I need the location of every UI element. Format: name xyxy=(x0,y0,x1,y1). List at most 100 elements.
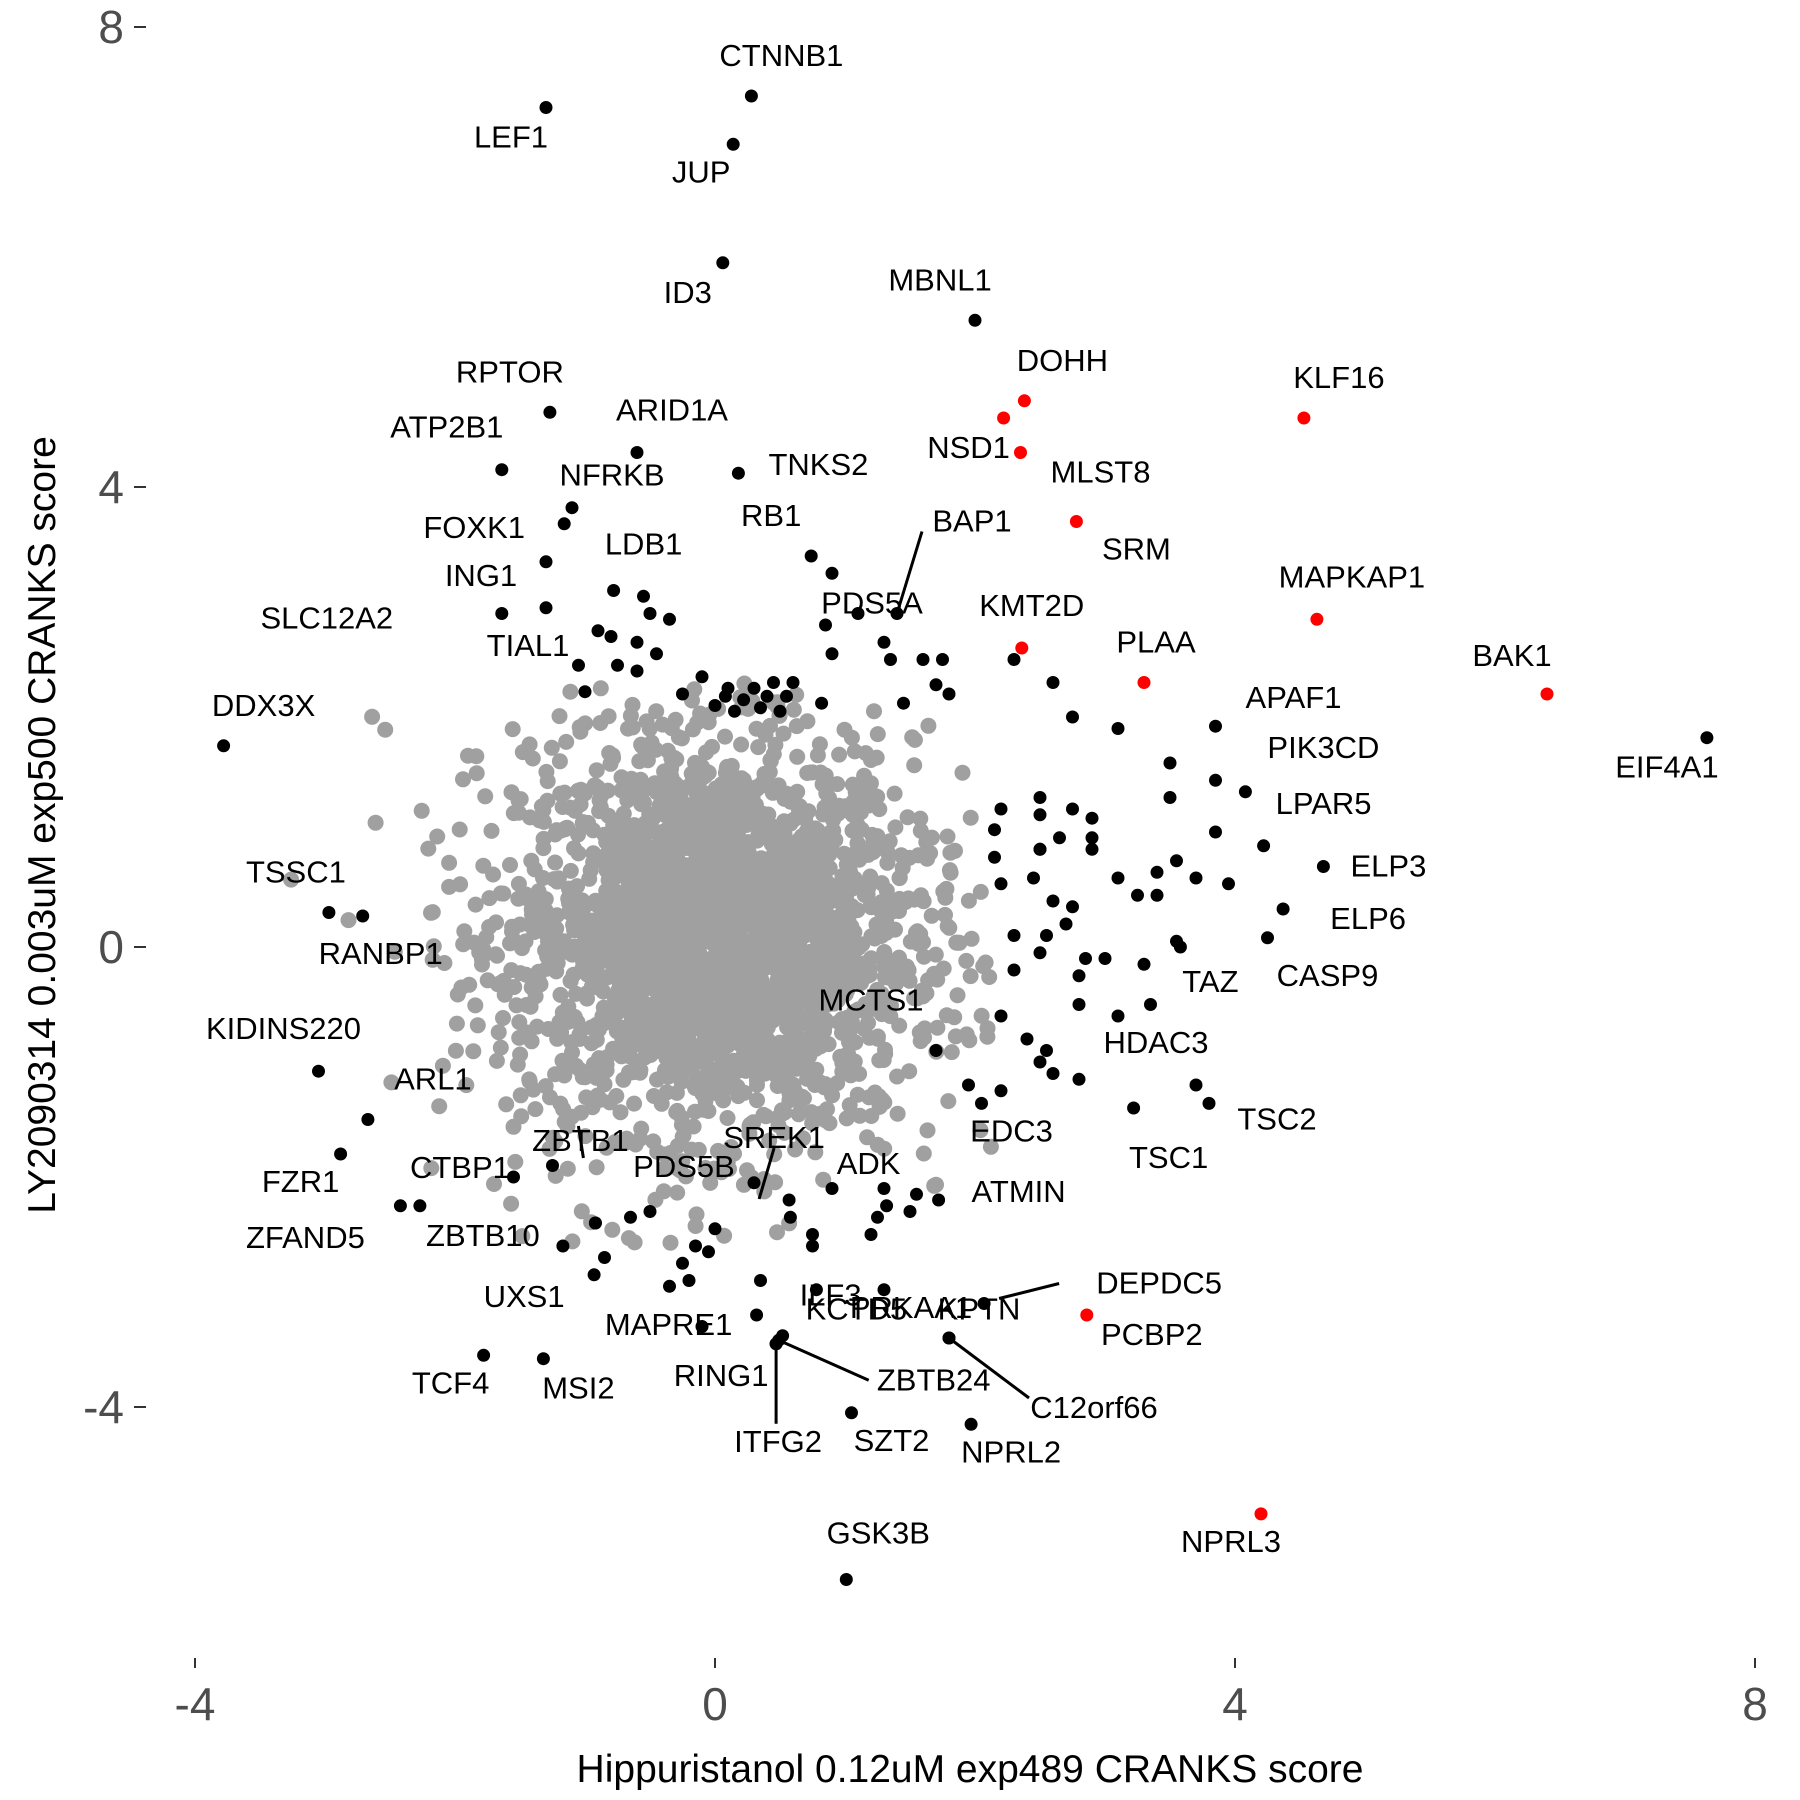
cloud-point xyxy=(709,1085,726,1102)
cloud-point xyxy=(547,854,564,871)
cloud-point xyxy=(640,1003,657,1020)
cloud-point xyxy=(613,782,630,799)
data-point-tial1 xyxy=(539,601,553,615)
data-point-kptn xyxy=(877,1283,891,1297)
data-point xyxy=(786,676,800,689)
leader-line-srek1 xyxy=(757,1147,776,1200)
cloud-point xyxy=(598,1139,615,1156)
data-point-pds5b xyxy=(747,1176,761,1190)
point-label-bak1: BAK1 xyxy=(1472,638,1551,673)
cloud-point xyxy=(602,755,619,772)
data-point xyxy=(650,647,663,661)
data-point-nsd1 xyxy=(997,411,1011,425)
red-points xyxy=(997,394,1554,1521)
cloud-point xyxy=(461,976,478,993)
cloud-point xyxy=(562,683,579,700)
cloud-point xyxy=(887,819,904,836)
cloud-point xyxy=(681,1013,698,1030)
cloud-point xyxy=(876,1140,893,1157)
data-point xyxy=(988,823,1001,837)
cloud-point xyxy=(660,981,676,998)
cloud-point xyxy=(550,870,567,887)
data-point-bap1 xyxy=(890,607,904,620)
point-label-szt2: SZT2 xyxy=(854,1423,930,1458)
cloud-point xyxy=(838,1110,855,1127)
cloud-point xyxy=(715,891,732,908)
cloud-point xyxy=(668,1084,685,1101)
cloud-point xyxy=(699,967,716,984)
cloud-point xyxy=(423,1160,440,1177)
data-point xyxy=(1150,888,1164,902)
cloud-point xyxy=(674,918,691,935)
point-label-mlst8: MLST8 xyxy=(1051,455,1151,490)
data-point xyxy=(815,696,829,710)
data-point xyxy=(1085,842,1099,856)
point-label-depdc5: DEPDC5 xyxy=(1096,1266,1222,1301)
cloud-point xyxy=(704,738,720,755)
data-point-itfg2 xyxy=(769,1337,783,1351)
cloud-point xyxy=(857,745,874,762)
point-labels: CTNNB1 LEF1 JUP ID3 MBNL1 DOHH KLF16 RPTOR ATP2B… xyxy=(206,38,1719,1559)
cloud-point xyxy=(559,1160,576,1177)
data-point-pcbp2 xyxy=(1080,1308,1094,1322)
data-point-mlst8 xyxy=(1014,446,1027,459)
cloud-point xyxy=(700,796,717,813)
cloud-point xyxy=(574,962,591,979)
cloud-point xyxy=(600,1013,617,1030)
data-point-kctd5 xyxy=(809,1283,823,1297)
cloud-point xyxy=(633,1120,650,1137)
cloud-point xyxy=(879,854,896,871)
cloud-point xyxy=(781,1092,798,1109)
cloud-point xyxy=(514,940,530,957)
cloud-point xyxy=(512,916,528,933)
cloud-point xyxy=(514,744,531,761)
cloud-point xyxy=(507,1153,524,1170)
cloud-point xyxy=(624,696,641,713)
data-point-id3 xyxy=(716,256,730,270)
data-point xyxy=(929,678,943,692)
data-point xyxy=(1222,877,1235,891)
data-point xyxy=(598,1251,611,1264)
point-label-kctd5: KCTD5 xyxy=(806,1292,908,1327)
data-point xyxy=(1111,1009,1125,1023)
cloud-point xyxy=(830,975,847,992)
data-point-jup xyxy=(726,137,740,151)
data-point xyxy=(702,1245,715,1259)
cloud-point xyxy=(572,781,589,798)
cloud-point xyxy=(824,1087,841,1104)
cloud-point xyxy=(815,995,832,1012)
data-point xyxy=(962,1078,975,1092)
data-point xyxy=(994,1009,1008,1023)
cloud-point xyxy=(927,946,944,963)
cloud-point xyxy=(775,1105,792,1122)
data-point xyxy=(737,693,751,707)
cloud-point xyxy=(857,996,874,1013)
cloud-point xyxy=(559,1118,576,1135)
point-label-apaf1: APAF1 xyxy=(1246,680,1342,715)
cloud-point xyxy=(963,930,980,947)
cloud-point xyxy=(689,714,706,731)
cloud-point xyxy=(451,821,468,838)
data-point-eif4a1 xyxy=(1700,731,1714,745)
cloud-point xyxy=(860,1015,876,1031)
cloud-point xyxy=(441,854,458,871)
data-point-zbtb1 xyxy=(588,1216,602,1230)
point-label-elp6: ELP6 xyxy=(1330,901,1406,936)
point-label-edc3: EDC3 xyxy=(970,1113,1053,1148)
cloud-point xyxy=(643,734,660,751)
cloud-point xyxy=(627,1136,644,1153)
data-point xyxy=(643,607,657,620)
cloud-point xyxy=(488,914,504,931)
cloud-point xyxy=(527,988,544,1005)
data-point xyxy=(708,1222,722,1236)
data-point xyxy=(916,653,930,666)
data-point-ddx3x xyxy=(217,739,231,753)
cloud-point xyxy=(641,720,658,737)
data-point-gsk3b xyxy=(839,1573,853,1586)
cloud-point xyxy=(719,867,736,883)
data-point xyxy=(1209,825,1222,839)
cloud-point xyxy=(869,998,886,1015)
x-tick-label: 0 xyxy=(702,1678,728,1730)
point-label-ddx3x: DDX3X xyxy=(212,688,316,723)
